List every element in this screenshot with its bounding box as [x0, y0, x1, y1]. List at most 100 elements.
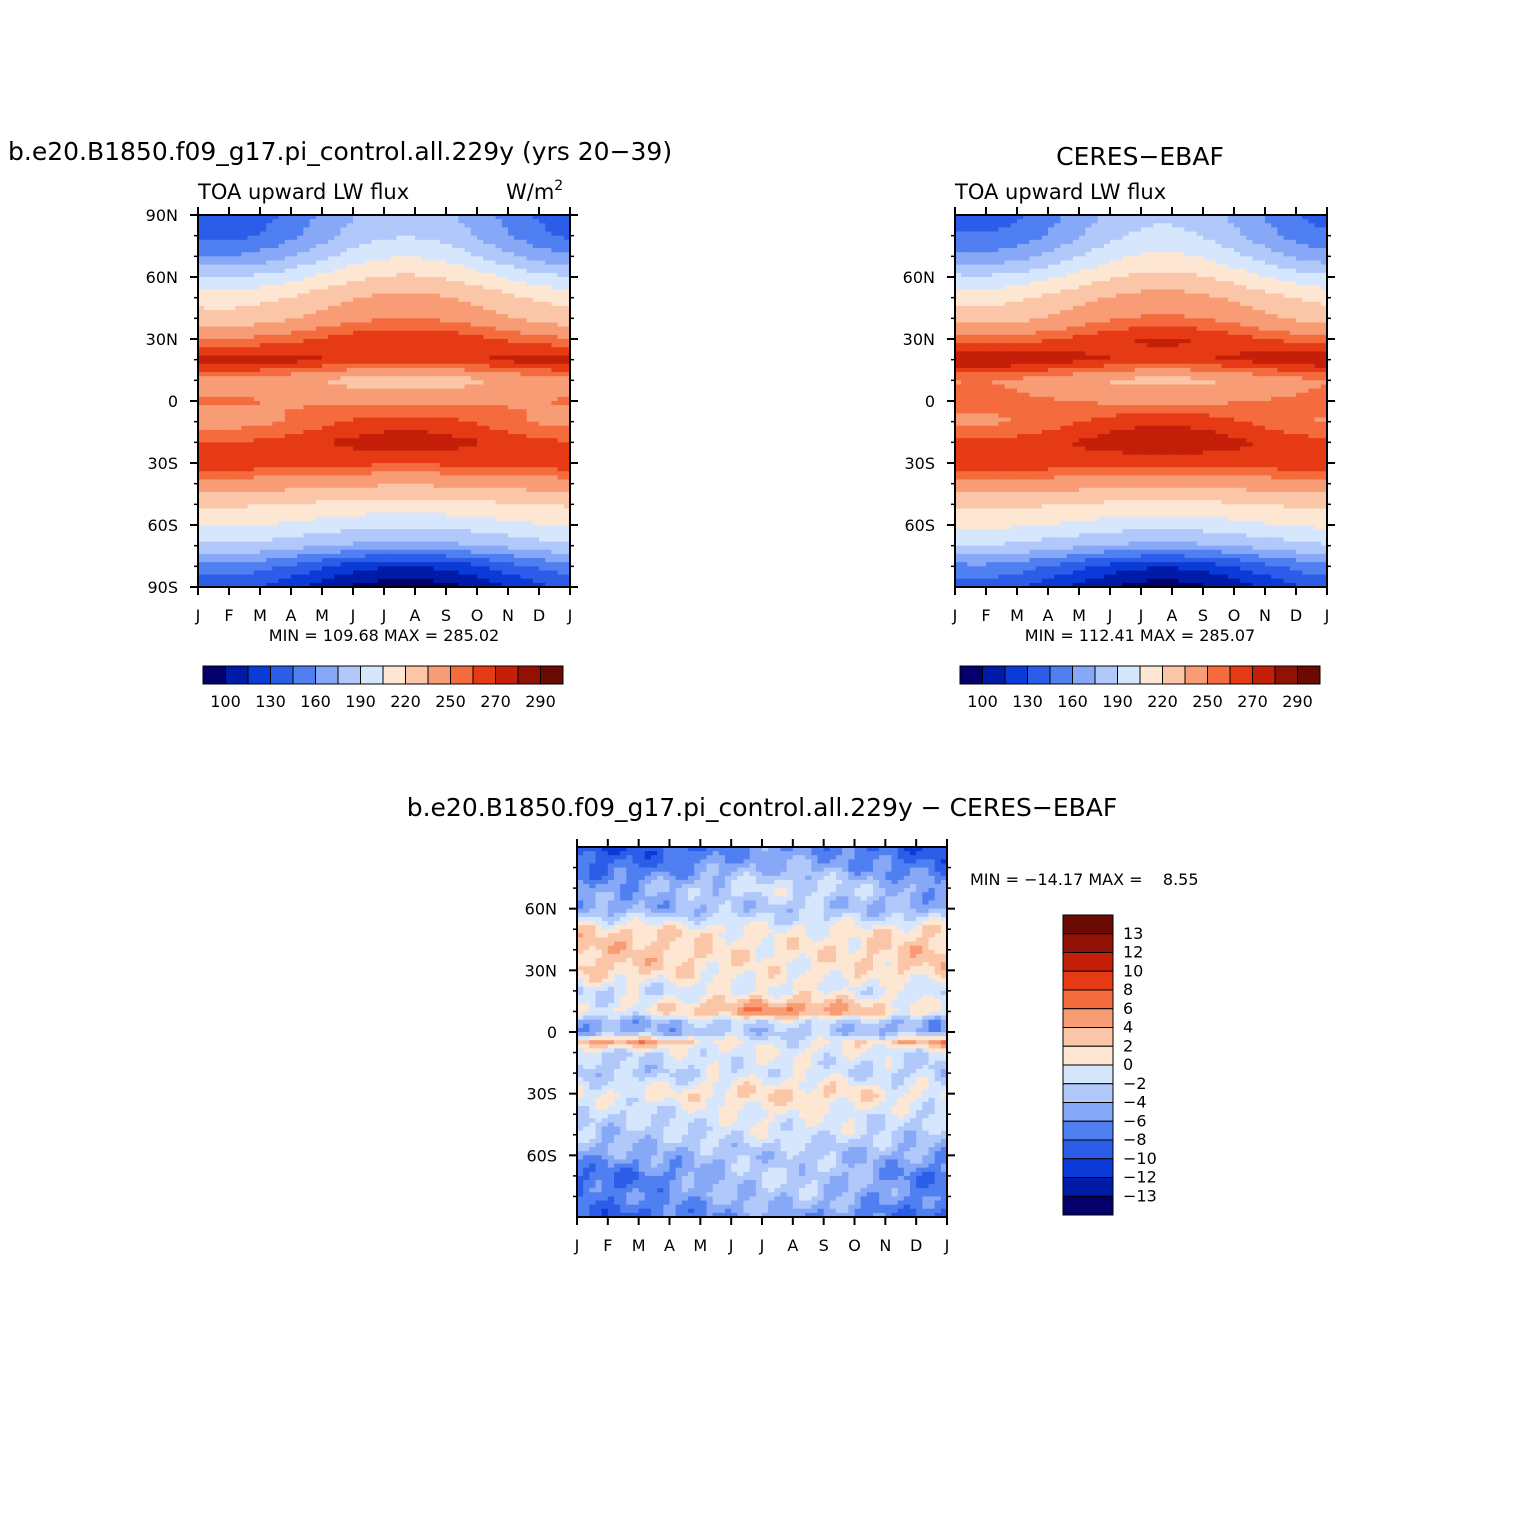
heatmap-cell	[452, 310, 459, 315]
heatmap-cell	[377, 516, 385, 522]
heatmap-cell	[508, 458, 515, 464]
heatmap-cell	[446, 285, 453, 290]
heatmap-cell	[489, 314, 497, 319]
heatmap-cell	[204, 558, 211, 563]
heatmap-cell	[198, 310, 205, 315]
heatmap-cell	[427, 272, 435, 278]
heatmap-cell	[470, 305, 478, 311]
heatmap-cell	[322, 401, 329, 406]
heatmap-cell	[229, 425, 236, 431]
heatmap-cell	[241, 483, 249, 489]
heatmap-cell	[222, 487, 230, 493]
heatmap-cell	[346, 450, 354, 456]
heatmap-cell	[297, 363, 304, 369]
heatmap-cell	[526, 347, 534, 352]
heatmap-cell	[563, 355, 571, 361]
heatmap-cell	[359, 227, 366, 233]
heatmap-cell	[359, 289, 366, 295]
heatmap-cell	[353, 376, 360, 381]
heatmap-cell	[390, 487, 397, 493]
heatmap-cell	[371, 343, 379, 348]
heatmap-cell	[390, 334, 397, 340]
heatmap-cell	[489, 491, 497, 497]
heatmap-cell	[446, 347, 453, 352]
heatmap-cell	[365, 545, 373, 551]
heatmap-cell	[495, 305, 503, 311]
heatmap-cell	[464, 343, 472, 348]
heatmap-cell	[272, 289, 280, 295]
heatmap-cell	[334, 256, 342, 262]
heatmap-cell	[216, 545, 224, 551]
heatmap-cell	[353, 272, 360, 278]
heatmap-cell	[433, 434, 441, 439]
heatmap-cell	[322, 281, 329, 286]
heatmap-cell	[477, 458, 484, 464]
heatmap-cell	[446, 372, 453, 377]
heatmap-cell	[359, 330, 366, 336]
heatmap-cell	[204, 301, 211, 307]
heatmap-cell	[563, 239, 571, 245]
heatmap-cell	[216, 463, 224, 468]
heatmap-cell	[291, 549, 298, 555]
heatmap-cell	[390, 537, 397, 543]
heatmap-cell	[353, 215, 360, 220]
heatmap-cell	[297, 429, 304, 435]
heatmap-cell	[415, 541, 422, 547]
heatmap-cell	[340, 359, 348, 365]
heatmap-cell	[346, 475, 354, 481]
heatmap-cell	[514, 268, 521, 274]
heatmap-cell	[427, 434, 435, 439]
heatmap-cell	[477, 533, 484, 538]
heatmap-cell	[427, 491, 435, 497]
heatmap-cell	[235, 425, 242, 431]
heatmap-cell	[539, 463, 546, 468]
heatmap-cell	[477, 405, 484, 410]
heatmap-cell	[508, 463, 515, 468]
heatmap-cell	[247, 525, 255, 530]
heatmap-cell	[520, 512, 528, 518]
heatmap-cell	[340, 277, 348, 282]
heatmap-cell	[253, 458, 261, 464]
heatmap-cell	[284, 479, 292, 485]
heatmap-cell	[260, 429, 267, 435]
heatmap-cell	[377, 388, 385, 394]
heatmap-cell	[421, 553, 428, 559]
heatmap-cell	[433, 339, 441, 344]
heatmap-cell	[278, 417, 286, 423]
heatmap-cell	[328, 401, 335, 406]
heatmap-cell	[439, 401, 447, 406]
heatmap-cell	[328, 376, 335, 381]
heatmap-cell	[260, 301, 267, 307]
heatmap-cell	[520, 310, 528, 315]
heatmap-cell	[340, 293, 348, 299]
heatmap-cell	[216, 326, 224, 332]
heatmap-cell	[278, 500, 286, 505]
heatmap-cell	[464, 256, 472, 262]
heatmap-cell	[427, 305, 435, 311]
heatmap-cell	[284, 272, 292, 278]
heatmap-cell	[303, 277, 311, 282]
heatmap-cell	[545, 520, 552, 526]
heatmap-cell	[415, 496, 422, 501]
heatmap-cell	[439, 252, 447, 257]
heatmap-cell	[272, 268, 280, 274]
heatmap-cell	[198, 537, 205, 543]
heatmap-cell	[291, 434, 298, 439]
heatmap-cell	[458, 446, 466, 452]
heatmap-cell	[408, 285, 416, 290]
heatmap-cell	[390, 285, 397, 290]
heatmap-cell	[303, 487, 311, 493]
heatmap-cell	[303, 252, 311, 257]
heatmap-cell	[508, 512, 515, 518]
heatmap-cell	[446, 491, 453, 497]
heatmap-cell	[204, 442, 211, 448]
heatmap-cell	[408, 475, 416, 481]
heatmap-cell	[495, 231, 503, 237]
heatmap-cell	[446, 425, 453, 431]
heatmap-cell	[315, 405, 323, 410]
heatmap-cell	[452, 305, 459, 311]
heatmap-cell	[532, 396, 540, 402]
heatmap-cell	[328, 314, 335, 319]
heatmap-cell	[489, 529, 497, 534]
heatmap-cell	[365, 301, 373, 307]
